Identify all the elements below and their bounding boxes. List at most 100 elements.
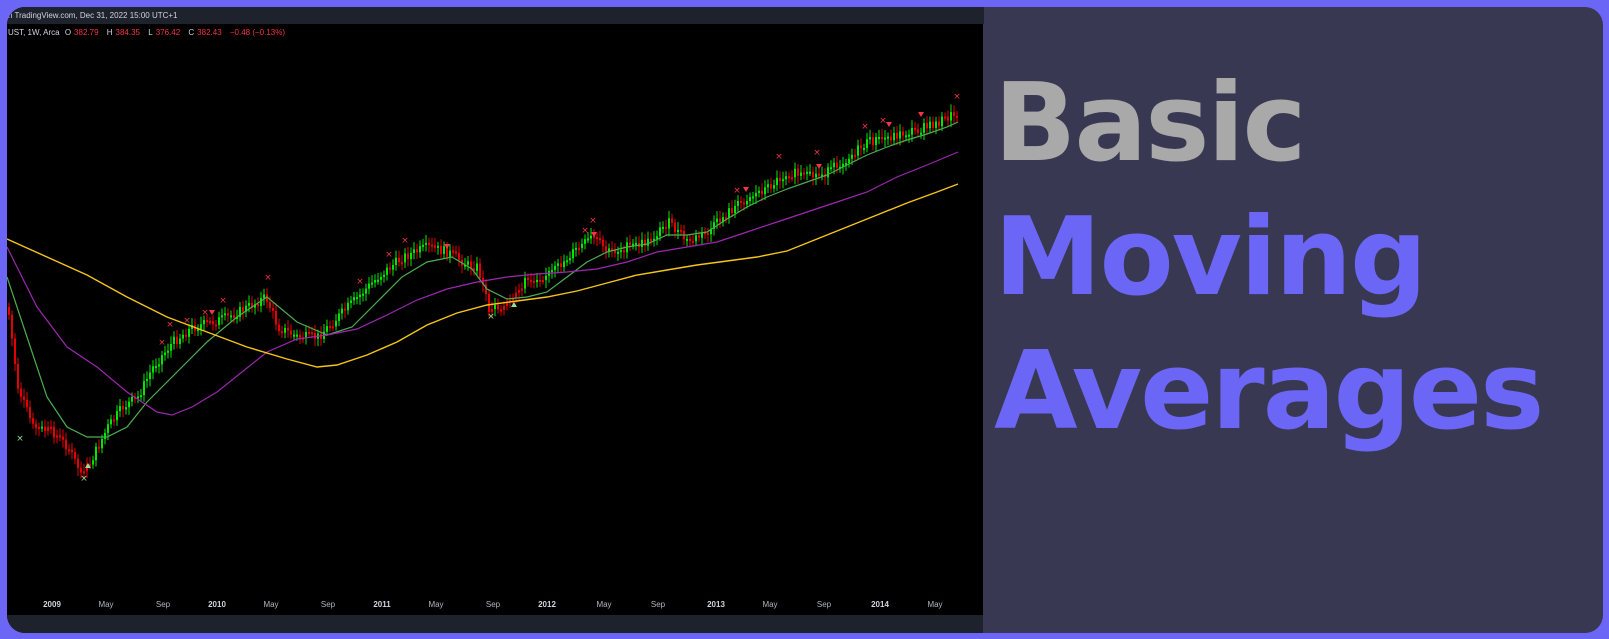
candle-body bbox=[359, 294, 361, 298]
time-axis[interactable]: 2009 May Sep 2010 May Sep 2011 May Sep 2012 May Sep… bbox=[7, 597, 983, 615]
candle-body bbox=[329, 326, 331, 329]
low-value: L 376.42 bbox=[148, 28, 181, 37]
candle-body bbox=[542, 280, 544, 283]
candle-body bbox=[563, 261, 565, 268]
candle-body bbox=[854, 154, 856, 157]
candle-body bbox=[608, 248, 610, 252]
candle-body bbox=[224, 313, 226, 316]
candle-body bbox=[452, 250, 454, 253]
candle-body bbox=[761, 190, 763, 195]
buy-signal-marker: × bbox=[487, 312, 495, 322]
candle-body bbox=[749, 197, 751, 202]
candle-body bbox=[107, 424, 109, 433]
candle-body bbox=[671, 218, 673, 223]
candle-body bbox=[863, 148, 865, 151]
candle-body bbox=[848, 158, 850, 164]
candle-body bbox=[899, 131, 901, 139]
candle-body bbox=[917, 129, 919, 133]
x-tick-label: 2009 bbox=[43, 600, 61, 609]
candle-body bbox=[641, 239, 643, 247]
candle-body bbox=[779, 177, 781, 182]
candle-body bbox=[35, 423, 37, 429]
candle-body bbox=[116, 411, 118, 421]
candle-body bbox=[587, 238, 589, 241]
sell-triangle-marker bbox=[886, 122, 892, 127]
buy-triangle-marker bbox=[85, 463, 91, 468]
candle-body bbox=[686, 238, 688, 241]
close-value: C 382.43 bbox=[188, 28, 222, 37]
candle-body bbox=[890, 136, 892, 141]
candle-body bbox=[920, 132, 922, 135]
candle-body bbox=[950, 112, 952, 121]
candle-body bbox=[464, 264, 466, 267]
x-tick-label: May bbox=[762, 600, 778, 609]
candle-body bbox=[173, 336, 175, 344]
candle-body bbox=[905, 135, 907, 138]
candle-body bbox=[500, 309, 502, 312]
candle-body bbox=[956, 115, 958, 118]
open-value: O 382.79 bbox=[64, 28, 99, 37]
candle-body bbox=[896, 132, 898, 139]
candle-body bbox=[380, 276, 382, 280]
sell-signal-marker: × bbox=[953, 92, 961, 102]
candle-body bbox=[101, 438, 103, 449]
candle-body bbox=[383, 274, 385, 277]
candle-body bbox=[665, 226, 667, 229]
candle-body bbox=[44, 426, 46, 432]
candle-body bbox=[488, 294, 490, 312]
candle-body bbox=[305, 332, 307, 339]
candle-body bbox=[851, 154, 853, 159]
candle-body bbox=[833, 162, 835, 168]
candle-body bbox=[734, 205, 736, 214]
candle-body bbox=[113, 419, 115, 422]
candle-body bbox=[164, 352, 166, 356]
candle-body bbox=[479, 263, 481, 278]
moving-average-mid-line bbox=[7, 151, 959, 416]
candle-body bbox=[698, 235, 700, 238]
candle-body bbox=[341, 308, 343, 314]
sell-signal-marker: × bbox=[775, 152, 783, 162]
chart-panel: n TradingView.com, Dec 31, 2022 15:00 UT… bbox=[7, 7, 984, 633]
candle-body bbox=[605, 246, 607, 252]
candle-body bbox=[80, 467, 82, 473]
sell-signal-marker: × bbox=[356, 277, 364, 287]
candle-body bbox=[425, 242, 427, 245]
price-chart[interactable]: ×× ×××× ××××××× ××××××× bbox=[7, 7, 983, 597]
candle-body bbox=[11, 314, 13, 339]
sell-signal-marker: × bbox=[813, 148, 821, 158]
candle-body bbox=[620, 250, 622, 253]
candle-body bbox=[728, 208, 730, 218]
candle-body bbox=[725, 217, 727, 220]
candle-body bbox=[197, 329, 199, 332]
candle-body bbox=[704, 232, 706, 235]
candle-body bbox=[581, 243, 583, 249]
candle-body bbox=[716, 218, 718, 223]
candle-body bbox=[947, 116, 949, 121]
candle-body bbox=[296, 334, 298, 337]
candle-body bbox=[242, 306, 244, 312]
candle-body bbox=[722, 217, 724, 223]
sell-signal-marker: × bbox=[385, 250, 393, 260]
candle-body bbox=[590, 235, 592, 239]
candle-body bbox=[257, 303, 259, 307]
candle-body bbox=[32, 418, 34, 424]
candle-body bbox=[923, 123, 925, 133]
thumbnail-frame: n TradingView.com, Dec 31, 2022 15:00 UT… bbox=[7, 7, 1603, 633]
candle-body bbox=[842, 163, 844, 167]
candle-body bbox=[83, 471, 85, 474]
candle-body bbox=[470, 261, 472, 269]
candle-body bbox=[293, 334, 295, 337]
candle-body bbox=[836, 162, 838, 168]
candle-body bbox=[53, 426, 55, 438]
candle-body bbox=[122, 406, 124, 410]
candle-body bbox=[662, 226, 664, 229]
candle-body bbox=[650, 238, 652, 242]
candle-body bbox=[875, 137, 877, 146]
candle-body bbox=[137, 396, 139, 399]
candle-body bbox=[545, 275, 547, 281]
candle-body bbox=[350, 300, 352, 303]
candle-body bbox=[512, 298, 514, 301]
candle-body bbox=[476, 263, 478, 271]
moving-average-fast-line bbox=[7, 121, 959, 438]
candle-body bbox=[446, 246, 448, 257]
